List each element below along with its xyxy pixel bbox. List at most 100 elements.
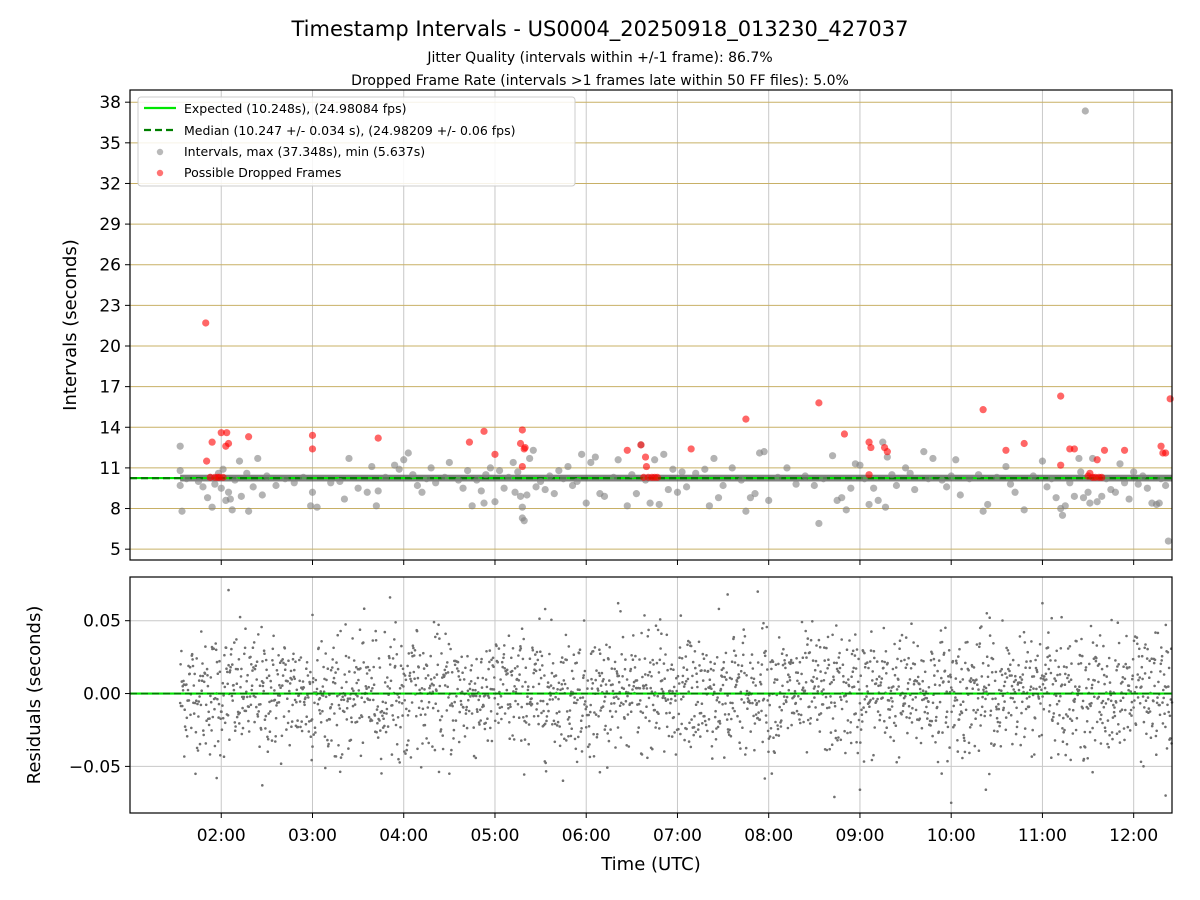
residual-point	[584, 707, 588, 711]
residual-point	[253, 667, 257, 671]
residual-point	[962, 733, 965, 737]
residual-point	[556, 720, 560, 724]
residual-point	[178, 701, 182, 705]
interval-point	[632, 490, 641, 498]
dropped-frame-point	[1098, 473, 1106, 481]
residual-point	[639, 699, 642, 702]
residual-point	[1106, 719, 1110, 722]
interval-point	[550, 490, 558, 498]
residual-point	[641, 711, 645, 715]
residual-point	[884, 650, 888, 653]
residual-point	[520, 627, 524, 630]
residual-point	[812, 675, 815, 679]
residual-point	[837, 656, 841, 659]
residual-point	[796, 671, 800, 674]
interval-point	[600, 492, 609, 500]
residual-point	[1127, 684, 1131, 687]
residual-point	[277, 701, 281, 704]
residual-point	[637, 702, 641, 706]
residual-point	[954, 696, 957, 699]
residual-point	[946, 725, 950, 729]
residual-point	[1160, 654, 1164, 658]
residual-outlier-point	[833, 795, 836, 799]
residual-point	[756, 716, 759, 720]
interval-point	[263, 472, 271, 480]
residual-point	[483, 727, 487, 731]
residual-point	[762, 621, 765, 625]
interval-point	[911, 485, 919, 494]
residual-point	[404, 678, 408, 682]
residual-point	[613, 660, 617, 664]
residual-point	[500, 660, 504, 664]
residual-point	[235, 638, 238, 641]
residual-point	[502, 653, 506, 656]
residual-point	[685, 727, 688, 731]
residual-point	[682, 666, 685, 669]
residual-point	[655, 721, 658, 725]
residual-point	[350, 720, 354, 724]
interval-point	[783, 464, 791, 472]
residual-point	[673, 694, 677, 698]
residual-point	[782, 702, 786, 706]
residual-point	[544, 770, 548, 773]
residual-point	[218, 659, 221, 663]
dropped-frame-point	[374, 434, 382, 442]
residual-point	[799, 721, 802, 725]
residual-point	[254, 705, 258, 709]
residual-point	[595, 669, 598, 672]
interval-point	[495, 467, 504, 475]
residual-point	[1061, 740, 1065, 743]
residual-point	[183, 708, 186, 711]
residual-point	[410, 651, 414, 655]
residual-point	[510, 673, 514, 677]
residual-point	[268, 700, 271, 704]
residual-point	[895, 688, 899, 691]
residual-point	[250, 688, 253, 692]
residual-point	[646, 635, 650, 638]
residual-point	[435, 673, 439, 676]
residual-point	[915, 736, 918, 740]
residual-point	[934, 719, 938, 722]
interval-point	[952, 456, 960, 464]
residual-point	[865, 695, 868, 698]
residual-point	[251, 646, 255, 649]
residual-point	[432, 620, 436, 624]
residual-point	[694, 703, 698, 706]
residual-point	[828, 747, 831, 751]
interval-point	[217, 484, 225, 492]
residual-point	[846, 719, 850, 722]
residual-point	[559, 688, 562, 692]
residual-point	[760, 709, 763, 713]
residuals-plot: −0.050.000.05 02:00 03:00 04:00 05:00 06:00 0…	[24, 576, 1174, 875]
residual-point	[1058, 673, 1062, 676]
residual-point	[546, 681, 550, 684]
residual-point	[1067, 673, 1070, 677]
residual-point	[1148, 710, 1152, 713]
residual-point	[716, 725, 720, 729]
interval-point	[1098, 492, 1106, 500]
residual-point	[443, 674, 446, 677]
residual-point	[979, 724, 982, 727]
residual-point	[1121, 680, 1124, 684]
residual-point	[850, 675, 853, 678]
dropped-frame-points	[202, 319, 1174, 481]
residual-point	[398, 761, 402, 764]
residual-point	[942, 651, 946, 655]
residual-point	[368, 668, 371, 672]
residual-point	[943, 669, 947, 673]
residual-point	[532, 715, 536, 718]
residual-point	[422, 651, 425, 655]
residual-point	[449, 647, 452, 651]
residual-point	[382, 717, 385, 720]
residual-point	[940, 640, 944, 644]
residuals-y-tick-label: 0.00	[83, 685, 121, 705]
residual-point	[860, 713, 864, 716]
residual-point	[1156, 631, 1160, 635]
residual-point	[326, 738, 329, 742]
residual-point	[506, 672, 509, 675]
residual-point	[207, 723, 211, 727]
residual-point	[197, 715, 200, 718]
residual-point	[761, 627, 764, 630]
residual-point	[281, 674, 285, 677]
interval-point	[1047, 475, 1056, 483]
